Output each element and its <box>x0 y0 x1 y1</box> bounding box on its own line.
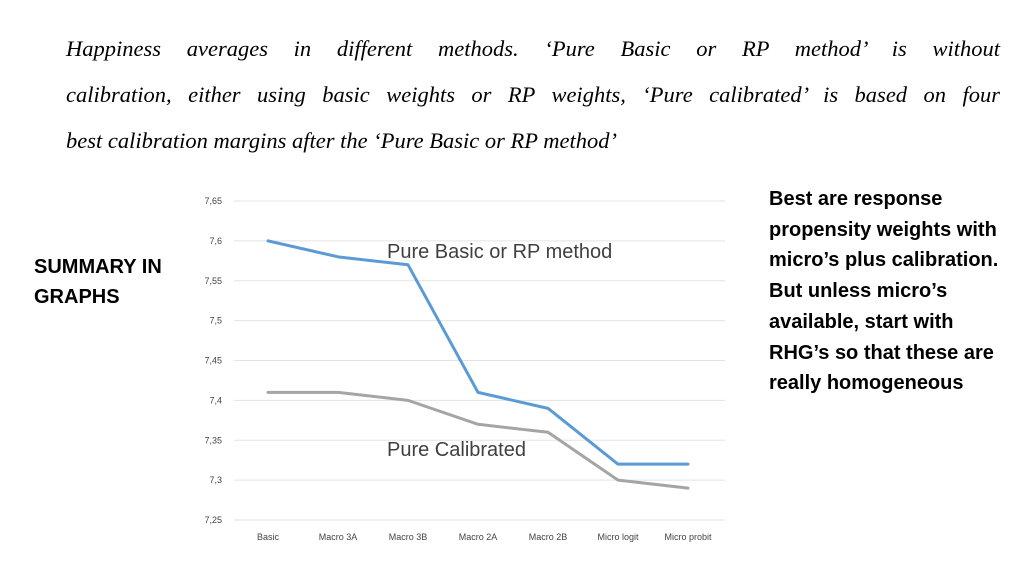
caption-line-1: Happiness averages in different methods.… <box>66 36 1000 61</box>
y-tick-label: 7,25 <box>204 515 222 525</box>
line-chart: 7,25 7,3 7,35 7,4 7,45 7,5 7,55 7,6 7,65 Basic Mac… <box>204 196 725 542</box>
y-tick-label: 7,55 <box>204 276 222 286</box>
y-tick-label: 7,65 <box>204 196 222 206</box>
series-line-1 <box>266 239 690 466</box>
caption-line-2: calibration, either using basic weights … <box>66 82 1000 107</box>
y-tick-label: 7,4 <box>209 395 222 405</box>
x-tick-label: Basic <box>257 532 280 542</box>
series-label-1: Pure Basic or RP method <box>387 241 612 263</box>
caption-line-3: best calibration margins after the ‘Pure… <box>66 128 617 153</box>
x-tick-label: Macro 2B <box>529 532 568 542</box>
y-tick-label: 7,3 <box>209 475 222 485</box>
caption: Happiness averages in different methods.… <box>66 26 1000 164</box>
summary-label: SUMMARY IN GRAPHS <box>34 256 162 308</box>
x-tick-label: Macro 3A <box>319 532 358 542</box>
y-tick-label: 7,35 <box>204 435 222 445</box>
y-tick-label: 7,6 <box>209 236 222 246</box>
side-note: Best are response propensity weights wit… <box>769 188 999 395</box>
x-tick-label: Macro 3B <box>389 532 428 542</box>
x-tick-label: Macro 2A <box>459 532 498 542</box>
y-tick-label: 7,5 <box>209 316 222 326</box>
x-tick-label: Micro probit <box>664 532 712 542</box>
series-line-2 <box>266 390 690 490</box>
y-tick-label: 7,45 <box>204 356 222 366</box>
series-label-2: Pure Calibrated <box>387 439 526 461</box>
x-tick-label: Micro logit <box>597 532 639 542</box>
